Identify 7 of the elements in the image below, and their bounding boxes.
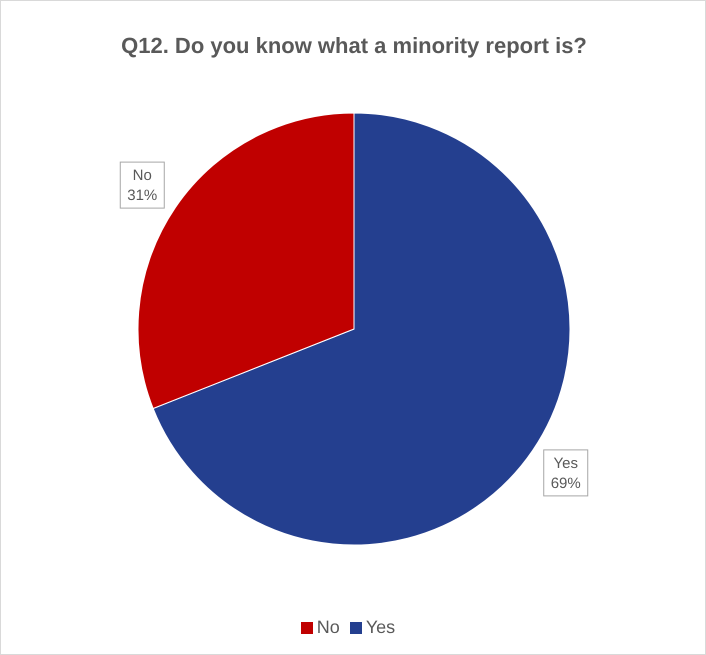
slice-label: Yes <box>553 454 578 472</box>
legend-label: Yes <box>366 617 396 637</box>
data-label: 69% <box>550 474 581 492</box>
slice-label: No <box>132 167 152 184</box>
data-label: 31% <box>127 187 158 204</box>
legend-label: No <box>316 617 340 637</box>
chart-title: Q12. Do you know what a minority report is? <box>121 33 587 58</box>
